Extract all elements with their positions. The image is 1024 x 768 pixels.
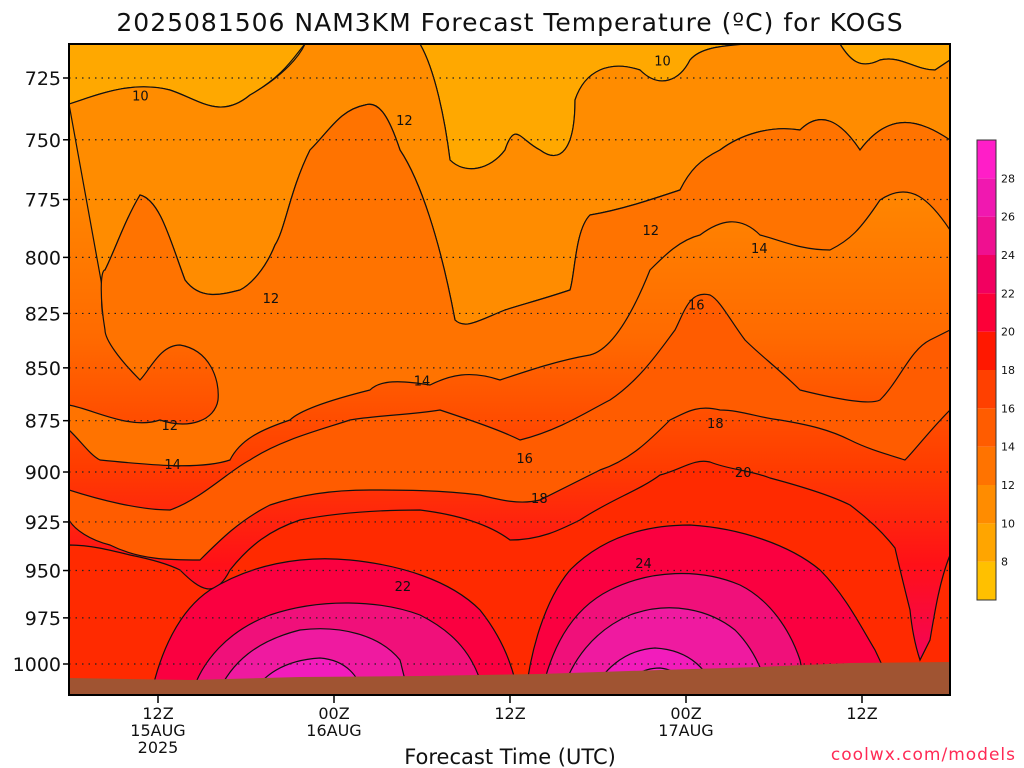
contour-label: 18	[707, 417, 724, 432]
colorbar-segment	[977, 140, 996, 179]
terrain	[69, 662, 950, 695]
x-tick-label: 12Z	[142, 704, 173, 723]
x-tick-label: 00Z	[318, 704, 349, 723]
contour-label: 16	[516, 452, 533, 467]
y-tick-label: 750	[25, 130, 61, 152]
colorbar-label: 20	[1001, 326, 1015, 339]
x-tick-label: 12Z	[494, 704, 525, 723]
chart-title: 2025081506 NAM3KM Forecast Temperature (…	[116, 8, 903, 37]
y-tick-label: 775	[25, 190, 61, 212]
y-tick-label: 825	[25, 303, 61, 325]
colorbar-label: 18	[1001, 364, 1015, 377]
colorbar-label: 24	[1001, 249, 1015, 262]
x-tick-label: 12Z	[846, 704, 877, 723]
colorbar-segment	[977, 523, 996, 562]
colorbar-label: 22	[1001, 287, 1015, 300]
contour-labels: 10 10 12 12 12 12 14 14 14 16 16 18 18 20 22 24	[132, 54, 767, 594]
colorbar-segment	[977, 370, 996, 409]
colorbar-segment	[977, 293, 996, 332]
colorbar-segment	[977, 331, 996, 370]
contour-label: 12	[643, 224, 660, 239]
colorbar-label: 10	[1001, 517, 1015, 530]
contour-label: 12	[396, 114, 413, 129]
colorbar-label: 28	[1001, 172, 1015, 185]
colorbar-segment	[977, 216, 996, 255]
x-tick-label: 15AUG	[130, 721, 185, 740]
colorbar: 8 10 12 14 16 18 20 22 24 26 28	[976, 139, 1015, 601]
contour-label: 10	[132, 90, 149, 105]
x-tick-label: 2025	[138, 738, 179, 757]
x-tick-label: 00Z	[670, 704, 701, 723]
contour-label: 18	[531, 492, 548, 507]
y-tick-label: 950	[25, 561, 61, 583]
y-tick-label: 875	[25, 411, 61, 433]
y-tick-label: 975	[25, 608, 61, 630]
colorbar-label: 12	[1001, 479, 1015, 492]
contour-label: 10	[654, 54, 671, 69]
band-16	[69, 293, 950, 561]
colorbar-segment	[977, 485, 996, 524]
x-tick-label: 17AUG	[658, 721, 713, 740]
colorbar-segment	[977, 255, 996, 294]
credit-text: coolwx.com/models	[831, 745, 1016, 765]
y-tick-label: 900	[25, 462, 61, 484]
y-tick-label: 1000	[13, 654, 61, 676]
contour-label: 24	[635, 557, 652, 572]
colorbar-segment	[977, 561, 996, 600]
band-14	[69, 103, 950, 467]
y-tick-label: 800	[25, 247, 61, 269]
x-tick-label: 16AUG	[306, 721, 361, 740]
colorbar-segment	[977, 446, 996, 485]
x-axis-label: Forecast Time (UTC)	[404, 745, 616, 768]
y-tick-label: 725	[25, 68, 61, 90]
contour-label: 20	[735, 466, 752, 481]
colorbar-segment	[977, 178, 996, 217]
y-tick-label: 925	[25, 512, 61, 534]
colorbar-label: 26	[1001, 211, 1015, 224]
contour-label: 12	[161, 419, 178, 434]
colorbar-segment	[977, 408, 996, 447]
contour-label: 22	[395, 580, 412, 595]
colorbar-label: 16	[1001, 402, 1015, 415]
plot-area	[69, 44, 950, 695]
contour-label: 12	[263, 292, 280, 307]
contour-label: 16	[688, 299, 705, 314]
y-axis: 725 750 775 800 825 850 875 900 925 950 975 1000	[13, 68, 69, 676]
colorbar-label: 8	[1001, 556, 1008, 569]
contour-label: 14	[414, 375, 431, 390]
y-tick-label: 850	[25, 358, 61, 380]
colorbar-frame	[976, 139, 997, 601]
contour-label: 14	[751, 242, 768, 257]
contour-label: 14	[164, 458, 181, 473]
colorbar-label: 14	[1001, 441, 1015, 454]
